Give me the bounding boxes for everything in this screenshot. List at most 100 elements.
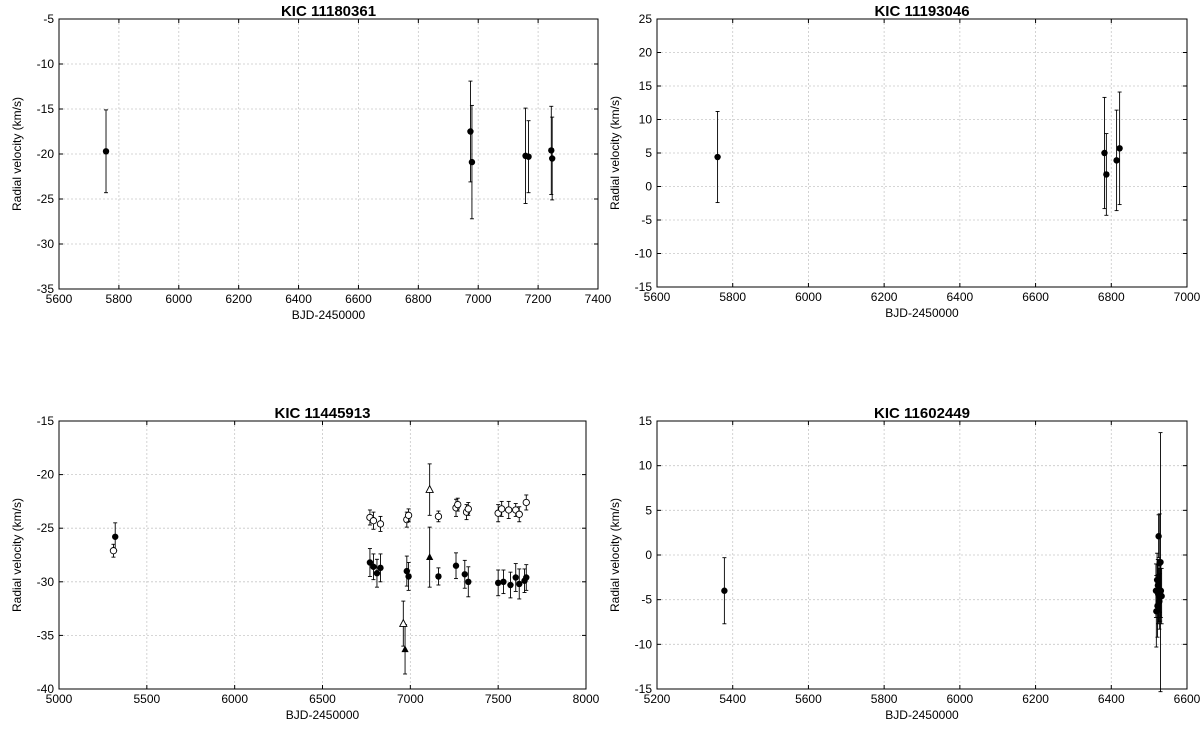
y-tick-label: -35 [37,628,55,642]
data-point [507,581,514,589]
x-tick-label: 6000 [165,292,192,306]
panel-kic-11180361: 5600 5800 6000 6200 6400 6600 6800 7000 7200 7400… [10,3,612,322]
y-tick-label: 25 [639,12,653,26]
data-point [714,153,721,161]
data-point [1157,587,1165,594]
data-point [102,148,110,155]
y-tick-label: 5 [645,503,652,517]
y-tick-label: 10 [639,459,653,473]
data-point [373,570,381,577]
data-point [494,579,502,587]
data-point [515,510,523,518]
x-tick-label: 6000 [221,692,248,706]
x-axis-label: BJD-2450000 [885,708,959,722]
data-point [405,573,412,580]
data-point [522,498,530,507]
x-tick-label: 7200 [525,292,552,306]
y-tick-label: -10 [635,637,653,651]
panel-kic-11602449: 5200 5400 5600 5800 6000 6200 6400 6600 -15 -10 -5… [608,405,1200,722]
x-tick-label: 6400 [1098,692,1125,706]
data-point [404,511,413,519]
y-tick-label: 0 [645,180,652,194]
y-tick-label: 15 [639,414,653,428]
y-tick-label: -5 [43,12,54,26]
data-point [498,505,506,513]
x-tick-label: 6600 [1174,692,1200,706]
x-axis-label: BJD-2450000 [885,306,959,320]
x-tick-label: 7000 [1174,290,1200,304]
data-point [516,580,523,588]
chart-title: KIC 11193046 [874,3,969,20]
y-tick-label: -20 [37,468,55,482]
data-point [1113,157,1120,164]
data-point [523,574,530,581]
x-tick-label: 6800 [405,292,432,306]
x-tick-label: 8000 [573,692,600,706]
data-point [369,517,378,525]
chart-title: KIC 11602449 [874,405,970,422]
data-point [366,559,374,566]
x-tick-label: 5200 [644,692,671,706]
y-tick-label: -25 [37,192,55,206]
y-tick-label: -5 [641,593,652,607]
x-tick-label: 5400 [719,692,746,706]
data-point [548,147,555,154]
x-tick-label: 5600 [46,292,73,306]
x-tick-label: 7000 [397,692,424,706]
data-point [464,505,472,513]
y-axis-label: Radial velocity (km/s) [608,498,622,612]
x-tick-label: 6400 [285,292,312,306]
x-tick-label: 7000 [465,292,492,306]
x-tick-label: 5000 [46,692,73,706]
x-tick-label: 7400 [585,292,612,306]
x-tick-label: 6200 [871,290,898,304]
y-tick-label: 20 [639,46,653,60]
x-tick-label: 6000 [795,290,822,304]
data-point [461,571,468,578]
x-tick-label: 5600 [644,290,671,304]
y-tick-label: -15 [37,414,55,428]
x-tick-label: 6500 [309,692,336,706]
y-axis-label: Radial velocity (km/s) [10,498,24,612]
data-point [1103,171,1110,178]
data-point [425,484,435,493]
y-tick-label: -30 [37,237,55,251]
data-point [112,533,119,540]
x-tick-label: 5800 [106,292,133,306]
data-point [1116,145,1123,152]
x-tick-label: 5800 [719,290,746,304]
y-tick-label: -15 [635,280,653,294]
data-point [109,547,118,555]
y-tick-label: -5 [641,213,652,227]
panel-kic-11445913: 5000 5500 6000 6500 7000 7500 8000 -40 -35 -30 -25… [10,405,600,722]
y-tick-label: 0 [645,548,652,562]
y-axis-label: Radial velocity (km/s) [10,97,24,211]
x-tick-label: 6200 [225,292,252,306]
x-tick-label: 6600 [345,292,372,306]
data-point [505,506,513,514]
y-tick-label: -20 [37,147,55,161]
x-tick-label: 5600 [795,692,822,706]
data-point [468,158,476,166]
x-tick-label: 5800 [871,692,898,706]
data-point [377,564,384,572]
data-point [465,578,472,585]
x-tick-label: 6000 [947,692,974,706]
data-point [721,587,728,594]
y-tick-label: 10 [639,113,653,127]
data-point [398,618,408,627]
data-point [401,645,409,653]
x-tick-label: 6600 [1022,290,1049,304]
data-point [435,573,442,580]
chart-title: KIC 11445913 [275,405,371,422]
x-tick-label: 6400 [947,290,974,304]
y-tick-label: -30 [37,575,55,589]
data-point [426,553,434,560]
data-point [548,155,556,162]
y-tick-label: -15 [37,102,55,116]
x-tick-label: 6200 [1022,692,1049,706]
y-tick-label: 5 [645,146,652,160]
x-axis-label: BJD-2450000 [292,308,366,322]
data-point [1158,592,1165,600]
